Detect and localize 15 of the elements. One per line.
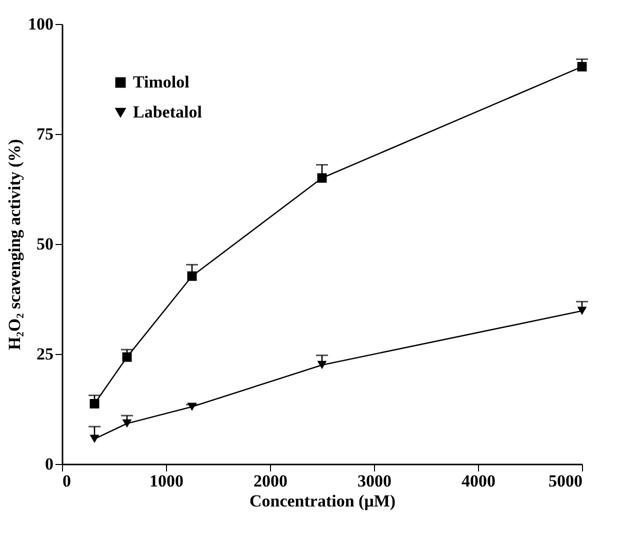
legend-label: Timolol <box>133 72 190 92</box>
x-tick-label: 3000 <box>358 472 392 490</box>
x-tick-label: 4000 <box>462 472 496 490</box>
legend-label: Labetalol <box>133 102 202 122</box>
y-tick-label: 25 <box>36 344 54 364</box>
x-tick-label: 2000 <box>254 472 288 490</box>
y-axis-title: H₂O₂ scavenging activity (%) <box>5 139 24 350</box>
x-tick-label: 0 <box>62 472 71 490</box>
y-tick-label: 75 <box>36 124 54 144</box>
y-tick-label: 100 <box>28 14 54 34</box>
x-axis-title: Concentration (μM) <box>249 492 396 510</box>
x-tick-label: 1000 <box>150 472 184 490</box>
x-tick-label: 5000 <box>548 472 582 490</box>
y-tick-label: 0 <box>45 454 54 474</box>
y-tick-label: 50 <box>36 234 54 254</box>
